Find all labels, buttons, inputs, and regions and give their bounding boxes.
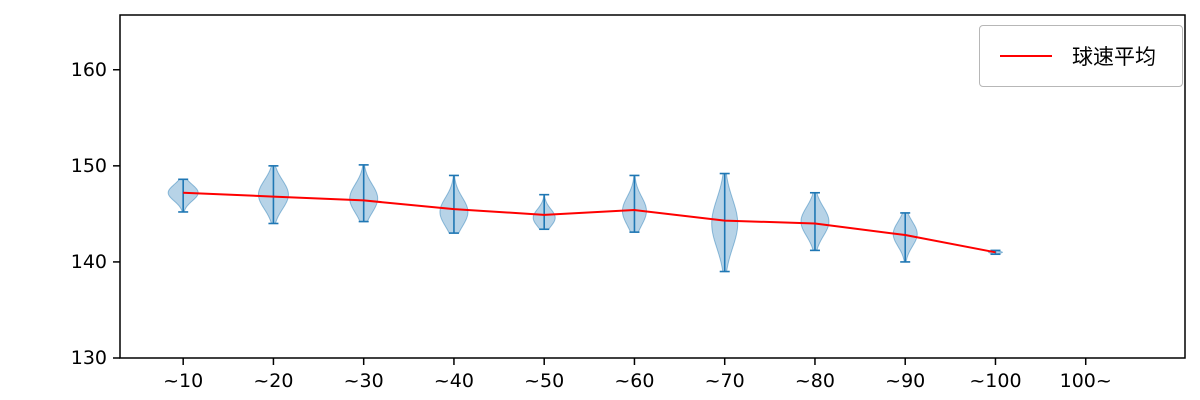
x-tick-label: ~30 — [344, 370, 384, 392]
y-tick-label: 130 — [71, 347, 107, 369]
y-tick-label: 140 — [71, 251, 107, 273]
x-tick-label: ~10 — [163, 370, 203, 392]
y-tick-label: 150 — [71, 155, 107, 177]
x-tick-label: ~50 — [524, 370, 564, 392]
legend: 球速平均 — [979, 25, 1183, 87]
mean-speed-line — [183, 191, 996, 254]
y-tick-label: 160 — [71, 59, 107, 81]
x-tick-label: ~70 — [705, 370, 745, 392]
x-tick-label: ~100 — [969, 370, 1021, 392]
legend-label: 球速平均 — [1072, 45, 1156, 69]
x-tick-label: ~40 — [434, 370, 474, 392]
x-tick-label: 100~ — [1060, 370, 1112, 392]
x-tick-label: ~60 — [614, 370, 654, 392]
plot-border — [119, 14, 1186, 359]
legend-line-swatch — [1000, 55, 1052, 57]
x-tick-label: ~80 — [795, 370, 835, 392]
x-tick-label: ~90 — [885, 370, 925, 392]
x-tick-label: ~20 — [253, 370, 293, 392]
